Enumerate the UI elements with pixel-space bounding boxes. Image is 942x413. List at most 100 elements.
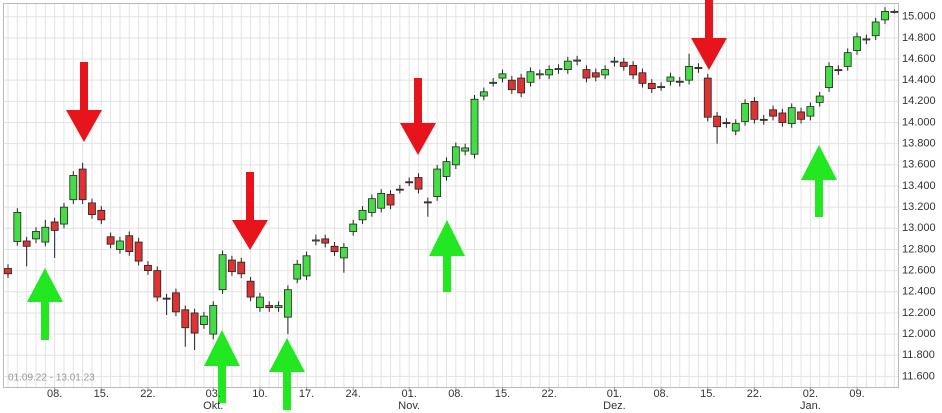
candle-body bbox=[218, 254, 227, 291]
x-tick-label: 22. bbox=[747, 388, 762, 400]
x-month-label: Nov. bbox=[398, 400, 420, 412]
candle-body bbox=[675, 80, 684, 83]
y-tick-label: 14.000 bbox=[902, 116, 936, 128]
candle-body bbox=[470, 98, 479, 155]
candle-body bbox=[563, 60, 572, 70]
annotations bbox=[27, 0, 837, 410]
sell-arrow bbox=[66, 62, 102, 142]
candles bbox=[4, 7, 899, 350]
candle-body bbox=[769, 109, 777, 117]
candle-body bbox=[591, 72, 600, 78]
sell-arrow bbox=[232, 172, 268, 250]
candle-body bbox=[97, 209, 106, 221]
candle-body bbox=[181, 309, 190, 329]
date-range: 01.09.22 - 13.01.23 bbox=[8, 373, 95, 384]
candle-body bbox=[507, 79, 516, 91]
candle-body bbox=[116, 240, 124, 250]
candle-body bbox=[489, 81, 498, 84]
buy-arrow bbox=[269, 338, 305, 410]
candle-body bbox=[162, 297, 171, 300]
candle-body bbox=[619, 61, 628, 67]
candle-body bbox=[647, 82, 656, 90]
candle-body bbox=[256, 296, 264, 309]
candle-body bbox=[815, 95, 824, 103]
candle-body bbox=[778, 112, 787, 123]
candle-body bbox=[69, 174, 78, 201]
x-month-label: Dez. bbox=[603, 400, 626, 412]
candle-body bbox=[545, 69, 554, 76]
x-tick-label: 01. bbox=[607, 388, 622, 400]
candle-body bbox=[731, 123, 740, 132]
candle-body bbox=[741, 103, 749, 122]
candle-body bbox=[517, 77, 526, 94]
candle-body bbox=[274, 305, 283, 309]
y-tick-label: 13.600 bbox=[902, 159, 936, 171]
y-tick-label: 14.200 bbox=[902, 95, 936, 107]
candle-body bbox=[283, 289, 292, 318]
candle-body bbox=[41, 226, 50, 243]
x-tick-label: 03. bbox=[206, 388, 221, 400]
candle-body bbox=[228, 259, 236, 273]
candle-body bbox=[666, 76, 675, 82]
candle-body bbox=[657, 86, 665, 88]
y-tick-label: 13.000 bbox=[902, 222, 936, 234]
x-tick-label: 22. bbox=[541, 388, 556, 400]
candle-body bbox=[4, 268, 12, 275]
candle-body bbox=[78, 168, 87, 201]
candle-body bbox=[498, 73, 507, 79]
candle-body bbox=[311, 239, 320, 242]
candle-body bbox=[153, 270, 162, 298]
candle-body bbox=[60, 206, 68, 225]
candle-body bbox=[843, 52, 852, 67]
y-tick-label: 14.400 bbox=[902, 74, 936, 86]
candle-body bbox=[134, 241, 143, 262]
candle-body bbox=[433, 168, 442, 197]
candle-body bbox=[713, 115, 721, 128]
candle-body bbox=[32, 231, 40, 240]
x-tick-label: 08. bbox=[653, 388, 668, 400]
sell-arrow bbox=[400, 78, 436, 155]
candle-body bbox=[442, 161, 451, 177]
x-tick-label: 09. bbox=[849, 388, 864, 400]
candle-body bbox=[629, 64, 638, 76]
candle-body bbox=[321, 238, 330, 244]
y-tick-label: 12.400 bbox=[902, 286, 936, 298]
candle-body bbox=[703, 77, 712, 118]
candle-body bbox=[759, 118, 768, 121]
candle-body bbox=[395, 188, 404, 191]
candle-body bbox=[246, 280, 255, 298]
candle-body bbox=[330, 245, 339, 252]
plot-frame bbox=[3, 3, 899, 388]
candle-body bbox=[535, 73, 544, 76]
y-tick-label: 14.600 bbox=[902, 53, 936, 65]
candle-body bbox=[190, 312, 199, 334]
x-tick-label: 08. bbox=[448, 388, 463, 400]
candle-body bbox=[50, 221, 59, 231]
y-tick-label: 12.200 bbox=[902, 307, 936, 319]
candle-body bbox=[582, 69, 591, 79]
sell-arrow bbox=[691, 0, 727, 70]
candle-body bbox=[358, 209, 367, 221]
candle-body bbox=[722, 122, 731, 124]
candle-body bbox=[367, 198, 376, 213]
candle-body bbox=[694, 67, 703, 69]
candle-body bbox=[386, 194, 395, 206]
candle-body bbox=[172, 292, 180, 313]
x-tick-label: 17. bbox=[299, 388, 314, 400]
y-tick-label: 15.000 bbox=[902, 11, 936, 23]
candle-body bbox=[890, 11, 899, 13]
candle-body bbox=[610, 60, 619, 63]
candle-body bbox=[13, 212, 22, 242]
candle-body bbox=[237, 261, 246, 275]
candle-body bbox=[554, 68, 563, 70]
buy-arrow bbox=[27, 268, 63, 340]
candle-body bbox=[797, 111, 805, 120]
candle-body bbox=[881, 11, 889, 21]
candle-body bbox=[871, 21, 880, 37]
candle-body bbox=[349, 223, 358, 232]
y-tick-label: 11.600 bbox=[902, 370, 935, 382]
y-tick-label: 13.400 bbox=[902, 180, 936, 192]
x-tick-label: 01. bbox=[402, 388, 417, 400]
x-month-label: Okt. bbox=[203, 400, 223, 412]
x-month-label: Jan. bbox=[800, 400, 821, 412]
